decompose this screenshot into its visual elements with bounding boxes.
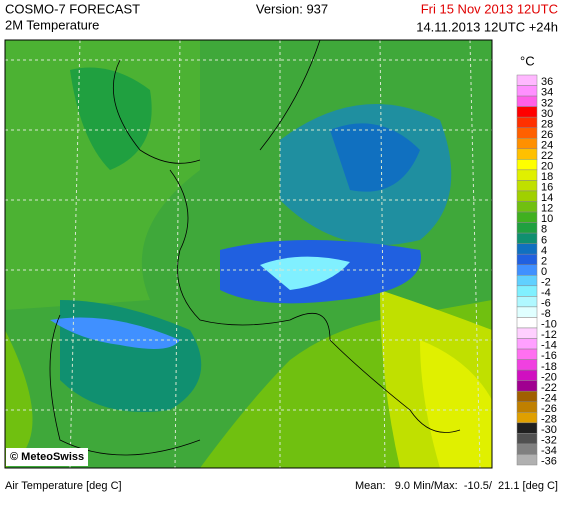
legend-swatch xyxy=(516,106,538,118)
legend-label: 24 xyxy=(541,139,553,151)
legend-label: -2 xyxy=(541,276,551,288)
legend-swatch xyxy=(516,443,538,455)
legend-label: 36 xyxy=(541,76,553,88)
legend-swatch xyxy=(516,390,538,403)
legend-swatch xyxy=(516,95,538,107)
legend-swatch xyxy=(516,264,538,276)
legend-label: 32 xyxy=(541,97,553,109)
legend-swatch xyxy=(516,380,538,392)
legend-label: 18 xyxy=(541,171,553,183)
legend-swatch xyxy=(516,127,538,139)
legend-swatch xyxy=(516,74,538,86)
legend-swatch xyxy=(516,422,538,434)
legend-label: -36 xyxy=(541,456,557,468)
legend-swatch xyxy=(516,412,538,424)
legend-swatch xyxy=(516,275,538,287)
legend-swatch xyxy=(516,348,538,360)
legend-label: 14 xyxy=(541,192,553,204)
legend-swatch xyxy=(516,359,538,371)
legend-label: 8 xyxy=(541,224,547,236)
legend-swatch xyxy=(516,433,538,445)
legend-label: -26 xyxy=(541,403,557,415)
legend-label: 6 xyxy=(541,234,547,246)
legend-swatch xyxy=(516,253,538,265)
legend-swatch xyxy=(516,317,538,329)
legend-label: -22 xyxy=(541,382,557,394)
legend-label: -6 xyxy=(541,298,551,310)
legend-label: -30 xyxy=(541,424,557,436)
legend-label: 34 xyxy=(541,87,553,99)
legend-label: -32 xyxy=(541,435,557,447)
legend-swatch xyxy=(516,401,538,413)
footer-stats: Mean: 9.0 Min/Max: -10.5/ 21.1 [deg C] xyxy=(355,480,558,492)
map: © MeteoSwiss xyxy=(4,39,493,469)
legend-label: -8 xyxy=(541,308,551,320)
legend-swatch xyxy=(516,169,538,181)
legend-swatch xyxy=(516,285,538,297)
legend-swatch xyxy=(516,85,538,97)
legend-label: -20 xyxy=(541,371,557,383)
legend-label: 12 xyxy=(541,203,553,215)
legend-swatch xyxy=(516,180,538,192)
legend-swatch xyxy=(516,190,538,202)
legend-label: 0 xyxy=(541,266,547,278)
run-time: 14.11.2013 12UTC +24h xyxy=(416,19,558,34)
legend-swatch xyxy=(516,338,538,350)
legend-label: 26 xyxy=(541,129,553,141)
legend-unit: °C xyxy=(520,53,535,68)
legend-swatch xyxy=(516,201,538,213)
valid-time: Fri 15 Nov 2013 12UTC xyxy=(421,1,558,16)
legend-swatch xyxy=(516,454,538,466)
legend-swatch xyxy=(516,211,538,223)
legend-label: 20 xyxy=(541,161,553,173)
legend-label: -34 xyxy=(541,445,557,457)
legend-label: -18 xyxy=(541,361,557,373)
legend-swatch xyxy=(516,116,538,128)
version: Version: 937 xyxy=(256,1,328,16)
legend-swatch xyxy=(516,137,538,150)
legend-swatch xyxy=(516,243,538,255)
legend-swatch xyxy=(516,232,538,244)
legend-label: 10 xyxy=(541,213,553,225)
legend-label: 28 xyxy=(541,118,553,130)
legend-label: -14 xyxy=(541,340,557,352)
legend-label: -28 xyxy=(541,413,557,425)
credit: © MeteoSwiss xyxy=(10,451,84,463)
legend-label: 22 xyxy=(541,150,553,162)
legend-label: 2 xyxy=(541,255,547,267)
legend-swatch xyxy=(516,159,538,171)
footer-field: Air Temperature [deg C] xyxy=(5,480,122,492)
legend-label: -24 xyxy=(541,392,557,404)
legend-label: -16 xyxy=(541,350,557,362)
legend-swatch xyxy=(516,222,538,234)
legend-swatch xyxy=(516,296,538,308)
legend-swatch xyxy=(516,148,538,160)
subtitle: 2M Temperature xyxy=(5,17,99,32)
legend-label: 30 xyxy=(541,108,553,120)
legend-swatch xyxy=(516,327,538,339)
legend-label: -10 xyxy=(541,319,557,331)
legend-label: 4 xyxy=(541,245,547,257)
legend: 363432302826242220181614121086420-2-4-6-… xyxy=(516,74,557,468)
legend-label: -4 xyxy=(541,287,551,299)
title: COSMO-7 FORECAST xyxy=(5,1,140,16)
legend-swatch xyxy=(516,369,538,381)
legend-label: 16 xyxy=(541,182,553,194)
legend-swatch xyxy=(516,306,538,318)
legend-label: -12 xyxy=(541,329,557,341)
